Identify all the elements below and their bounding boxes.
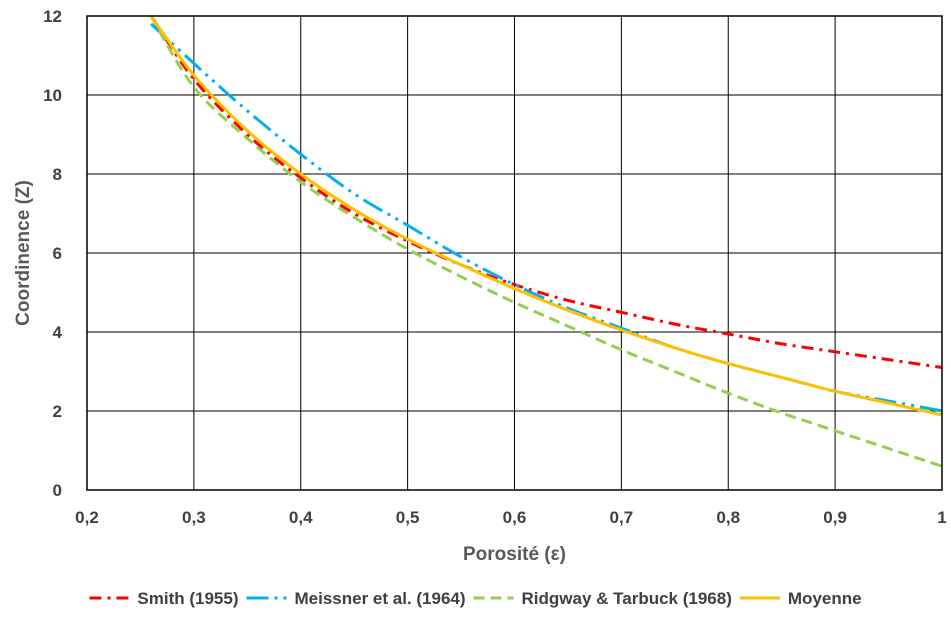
series-line-ridgway-tarbuck-1968 xyxy=(149,15,943,468)
x-tick-label: 0,2 xyxy=(75,508,99,527)
y-tick-label: 2 xyxy=(53,402,62,421)
legend-label: Smith (1955) xyxy=(137,589,238,608)
legend-label: Ridgway & Tarbuck (1968) xyxy=(522,589,732,608)
x-tick-labels: 0,2 0,3 0,4 0,5 0,6 0,7 0,8 0,9 1 xyxy=(75,508,947,527)
x-tick-label: 1 xyxy=(937,508,946,527)
y-tick-label: 6 xyxy=(53,244,62,263)
y-axis-title: Coordinence (Z) xyxy=(13,180,34,326)
x-tick-label: 0,5 xyxy=(396,508,420,527)
x-tick-label: 0,4 xyxy=(289,508,313,527)
x-tick-label: 0,9 xyxy=(823,508,847,527)
legend-item-meissner-et-al-1964: Meissner et al. (1964) xyxy=(246,589,466,608)
y-tick-label: 8 xyxy=(53,165,62,184)
series-line-smith-1955 xyxy=(149,15,943,369)
y-tick-label: 4 xyxy=(53,323,63,342)
legend-label: Moyenne xyxy=(788,589,862,608)
y-tick-label: 0 xyxy=(53,481,62,500)
x-tick-label: 0,7 xyxy=(610,508,634,527)
x-tick-label: 0,3 xyxy=(182,508,206,527)
legend-label: Meissner et al. (1964) xyxy=(295,589,466,608)
legend: Smith (1955) Meissner et al. (1964) Ridgwa… xyxy=(89,589,862,608)
y-tick-labels: 0 2 4 6 8 10 12 xyxy=(43,7,62,500)
y-tick-label: 10 xyxy=(43,86,62,105)
x-tick-label: 0,8 xyxy=(716,508,740,527)
x-tick-label: 0,6 xyxy=(503,508,527,527)
legend-item-moyenne: Moyenne xyxy=(739,589,862,608)
plot-frame xyxy=(86,15,943,491)
series-line-moyenne xyxy=(149,15,943,417)
series-group xyxy=(149,15,943,468)
legend-item-ridgway-tarbuck-1968: Ridgway & Tarbuck (1968) xyxy=(473,589,732,608)
y-tick-label: 12 xyxy=(43,7,62,26)
legend-item-smith-1955: Smith (1955) xyxy=(89,589,238,608)
x-axis-title: Porosité (ε) xyxy=(463,544,566,565)
